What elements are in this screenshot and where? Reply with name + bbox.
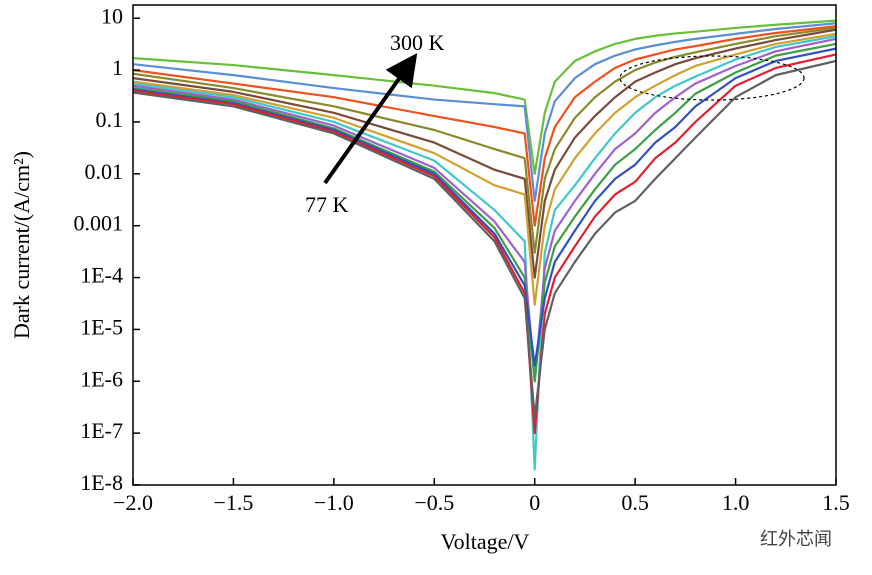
- data-line: [133, 22, 836, 203]
- x-tick-label: −0.5: [414, 490, 454, 515]
- plot-lines: [133, 19, 836, 471]
- data-line: [133, 42, 836, 383]
- y-tick-label: 1: [112, 55, 123, 80]
- x-tick-label: −1.0: [314, 490, 354, 515]
- y-tick-label: 0.001: [74, 211, 124, 236]
- x-tick-label: −1.5: [213, 490, 253, 515]
- watermark: 红外芯闻: [760, 529, 832, 550]
- data-line: [133, 53, 836, 435]
- highlight-ellipse: [619, 55, 805, 101]
- data-line: [133, 28, 836, 279]
- x-tick-label: 1.5: [822, 490, 850, 515]
- y-tick-label: 1E-4: [80, 263, 123, 288]
- y-tick-label: 0.01: [85, 159, 124, 184]
- plot-frame: [132, 4, 837, 486]
- y-axis-title: Dark current/(A/cm²): [9, 151, 34, 339]
- x-tick-label: 1.0: [722, 490, 750, 515]
- data-line: [133, 47, 836, 367]
- x-tick-label: −2.0: [113, 490, 153, 515]
- x-tick-label: 0: [529, 490, 540, 515]
- x-tick-label: 0.5: [621, 490, 649, 515]
- y-tick-label: 1E-5: [80, 314, 123, 339]
- data-line: [133, 35, 836, 471]
- x-axis-title: Voltage/V: [441, 529, 530, 554]
- y-tick-label: 1E-7: [80, 418, 123, 443]
- data-line: [133, 25, 836, 227]
- y-tick-label: 0.1: [96, 107, 124, 132]
- y-tick-label: 1E-6: [80, 366, 123, 391]
- arrow: [323, 52, 418, 185]
- y-tick-label: 1E-8: [80, 470, 123, 495]
- data-line: [133, 19, 836, 175]
- data-line: [133, 37, 836, 383]
- annotation: 77 K: [305, 192, 349, 217]
- annotation: 300 K: [390, 30, 445, 55]
- data-line: [133, 32, 836, 306]
- y-tick-label: 10: [101, 3, 123, 28]
- data-line: [133, 59, 836, 419]
- data-line: [133, 26, 836, 254]
